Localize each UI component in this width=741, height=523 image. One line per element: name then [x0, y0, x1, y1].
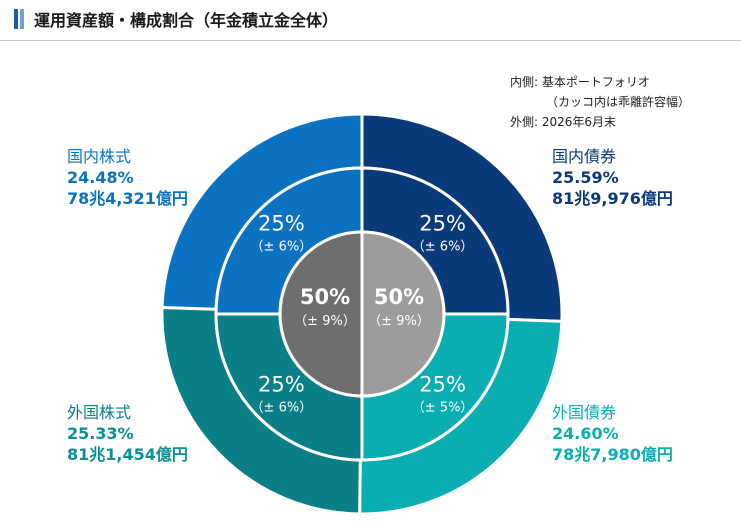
middle-band-label-foreign-equity: （± 6%）	[251, 401, 313, 416]
note-outer-label: 外側: 2026年6月末	[510, 115, 617, 129]
label-domestic-equity-percent: 24.48%	[67, 168, 134, 187]
header: 運用資産額・構成割合（年金積立金全体）	[0, 0, 741, 41]
label-domestic-equity-amount: 78兆4,321億円	[67, 189, 188, 208]
inner-band-label-bonds: （± 9%）	[368, 314, 430, 329]
inner-value-label-equity: 50%	[300, 285, 350, 309]
middle-band-label-foreign-bonds: （± 5%）	[412, 401, 474, 416]
page-title: 運用資産額・構成割合（年金積立金全体）	[34, 11, 339, 30]
note-inner-sub: （カッコ内は乖離許容幅）	[546, 95, 691, 109]
label-foreign-equity: 外国株式 25.33% 81兆1,454億円	[67, 402, 188, 465]
note-inner-label: 内側: 基本ポートフォリオ	[510, 75, 650, 89]
label-foreign-bonds-amount: 78兆7,980億円	[552, 445, 673, 464]
middle-band-label-domestic-equity: （± 6%）	[251, 239, 313, 254]
inner-slice-bonds	[360, 230, 446, 398]
middle-value-label-foreign-bonds: 25%	[419, 373, 466, 397]
label-foreign-bonds: 外国債券 24.60% 78兆7,980億円	[552, 402, 673, 465]
middle-band-label-domestic-bonds: （± 6%）	[412, 239, 474, 254]
label-domestic-bonds-name: 国内債券	[552, 147, 617, 166]
label-foreign-bonds-name: 外国債券	[552, 403, 617, 422]
middle-value-label-domestic-bonds: 25%	[419, 211, 466, 235]
label-domestic-equity-name: 国内株式	[67, 147, 132, 166]
legend-note: 内側: 基本ポートフォリオ （カッコ内は乖離許容幅） 外側: 2026年6月末	[510, 72, 690, 132]
header-accent-bar	[14, 9, 18, 29]
middle-value-label-foreign-equity: 25%	[258, 373, 305, 397]
inner-value-label-bonds: 50%	[374, 285, 424, 309]
label-domestic-bonds-amount: 81兆9,976億円	[552, 189, 673, 208]
inner-slice-equity	[278, 230, 364, 398]
label-foreign-equity-percent: 25.33%	[67, 424, 134, 443]
label-domestic-equity: 国内株式 24.48% 78兆4,321億円	[67, 146, 188, 209]
label-domestic-bonds: 国内債券 25.59% 81兆9,976億円	[552, 146, 673, 209]
header-accent-bar-light	[20, 9, 24, 29]
label-foreign-bonds-percent: 24.60%	[552, 424, 619, 443]
label-domestic-bonds-percent: 25.59%	[552, 168, 619, 187]
label-foreign-equity-name: 外国株式	[67, 403, 132, 422]
inner-band-label-equity: （± 9%）	[294, 314, 356, 329]
middle-value-label-domestic-equity: 25%	[258, 211, 305, 235]
label-foreign-equity-amount: 81兆1,454億円	[67, 445, 188, 464]
